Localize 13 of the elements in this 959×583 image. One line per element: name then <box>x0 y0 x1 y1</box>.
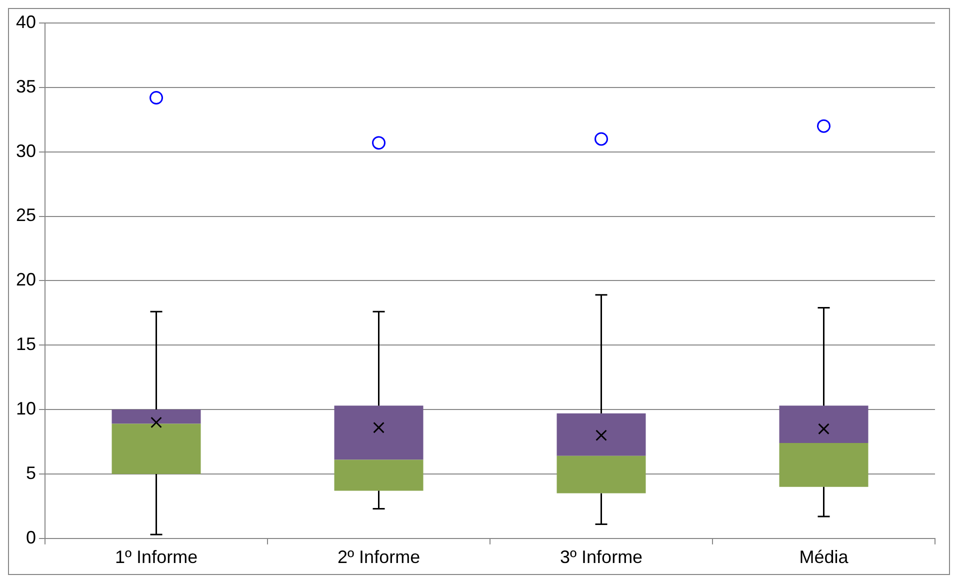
y-tick-label: 5 <box>26 462 36 483</box>
y-tick-label: 35 <box>16 76 36 96</box>
y-tick-label: 10 <box>16 398 36 419</box>
y-tick-label: 15 <box>16 334 36 354</box>
y-tick-label: 25 <box>16 205 36 226</box>
x-tick-label: 1º Informe <box>114 547 198 568</box>
y-tick-label: 30 <box>16 140 36 161</box>
x-tick-label: 3º Informe <box>560 547 643 568</box>
x-tick-label: 2º Informe <box>337 547 420 568</box>
y-tick-label: 40 <box>16 12 36 32</box>
y-tick-label: 20 <box>16 270 36 290</box>
x-tick-label: Média <box>799 547 850 568</box>
y-tick-label: 0 <box>26 527 36 548</box>
